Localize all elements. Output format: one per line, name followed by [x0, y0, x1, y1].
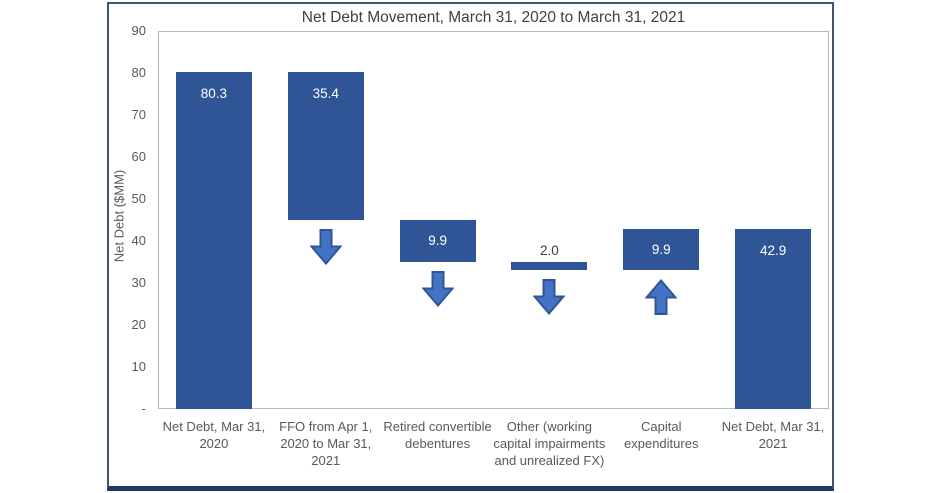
y-tick-label: 80 — [131, 65, 146, 80]
y-tick-label: 70 — [131, 107, 146, 122]
y-tick-label: 60 — [131, 149, 146, 164]
waterfall-bar — [175, 71, 252, 409]
waterfall-chart-frame: Net Debt Movement, March 31, 2020 to Mar… — [107, 2, 834, 491]
up-arrow-icon — [644, 279, 678, 316]
bar-value-label: 80.3 — [200, 85, 228, 101]
y-tick-label: - — [141, 401, 146, 416]
x-axis-category-label: FFO from Apr 1, 2020 to Mar 31, 2021 — [279, 419, 373, 468]
y-tick-label: 10 — [131, 359, 146, 374]
x-axis-category-label: Retired convertible debentures — [383, 419, 492, 451]
x-axis-category-label: Capital expenditures — [624, 419, 699, 451]
bar-value-label: 9.9 — [651, 241, 671, 257]
waterfall-bar — [511, 262, 588, 271]
y-tick-label: 20 — [131, 317, 146, 332]
waterfall-bar — [287, 71, 364, 221]
x-axis-category-label: Other (working capital impairments and u… — [493, 419, 606, 468]
y-tick-label: 30 — [131, 275, 146, 290]
y-tick-label: 50 — [131, 191, 146, 206]
down-arrow-icon — [309, 229, 343, 266]
bar-value-label: 35.4 — [312, 85, 339, 101]
down-arrow-icon — [532, 279, 567, 316]
x-axis-category-label: Net Debt, Mar 31, 2020 — [162, 419, 266, 451]
y-tick-label: 90 — [131, 23, 146, 38]
waterfall-bar — [399, 220, 476, 262]
plot-area — [158, 31, 829, 409]
waterfall-bar — [623, 228, 700, 271]
x-axis-category-label: Net Debt, Mar 31, 2021 — [721, 419, 825, 451]
bar-value-label: 9.9 — [428, 233, 447, 249]
down-arrow-icon — [420, 271, 455, 308]
y-tick-label: 40 — [131, 233, 146, 248]
bar-value-label: 2.0 — [540, 243, 559, 258]
waterfall-bar — [735, 228, 812, 409]
bar-value-label: 42.9 — [759, 242, 787, 258]
chart-title: Net Debt Movement, March 31, 2020 to Mar… — [301, 9, 686, 26]
